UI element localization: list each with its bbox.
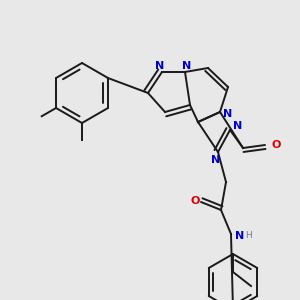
Text: N: N bbox=[212, 155, 220, 165]
Text: O: O bbox=[190, 196, 200, 206]
Text: N: N bbox=[224, 109, 232, 119]
Text: H: H bbox=[245, 232, 252, 241]
Text: N: N bbox=[155, 61, 165, 71]
Text: O: O bbox=[271, 140, 281, 150]
Text: N: N bbox=[235, 231, 244, 241]
Text: N: N bbox=[182, 61, 192, 71]
Text: N: N bbox=[233, 121, 243, 131]
